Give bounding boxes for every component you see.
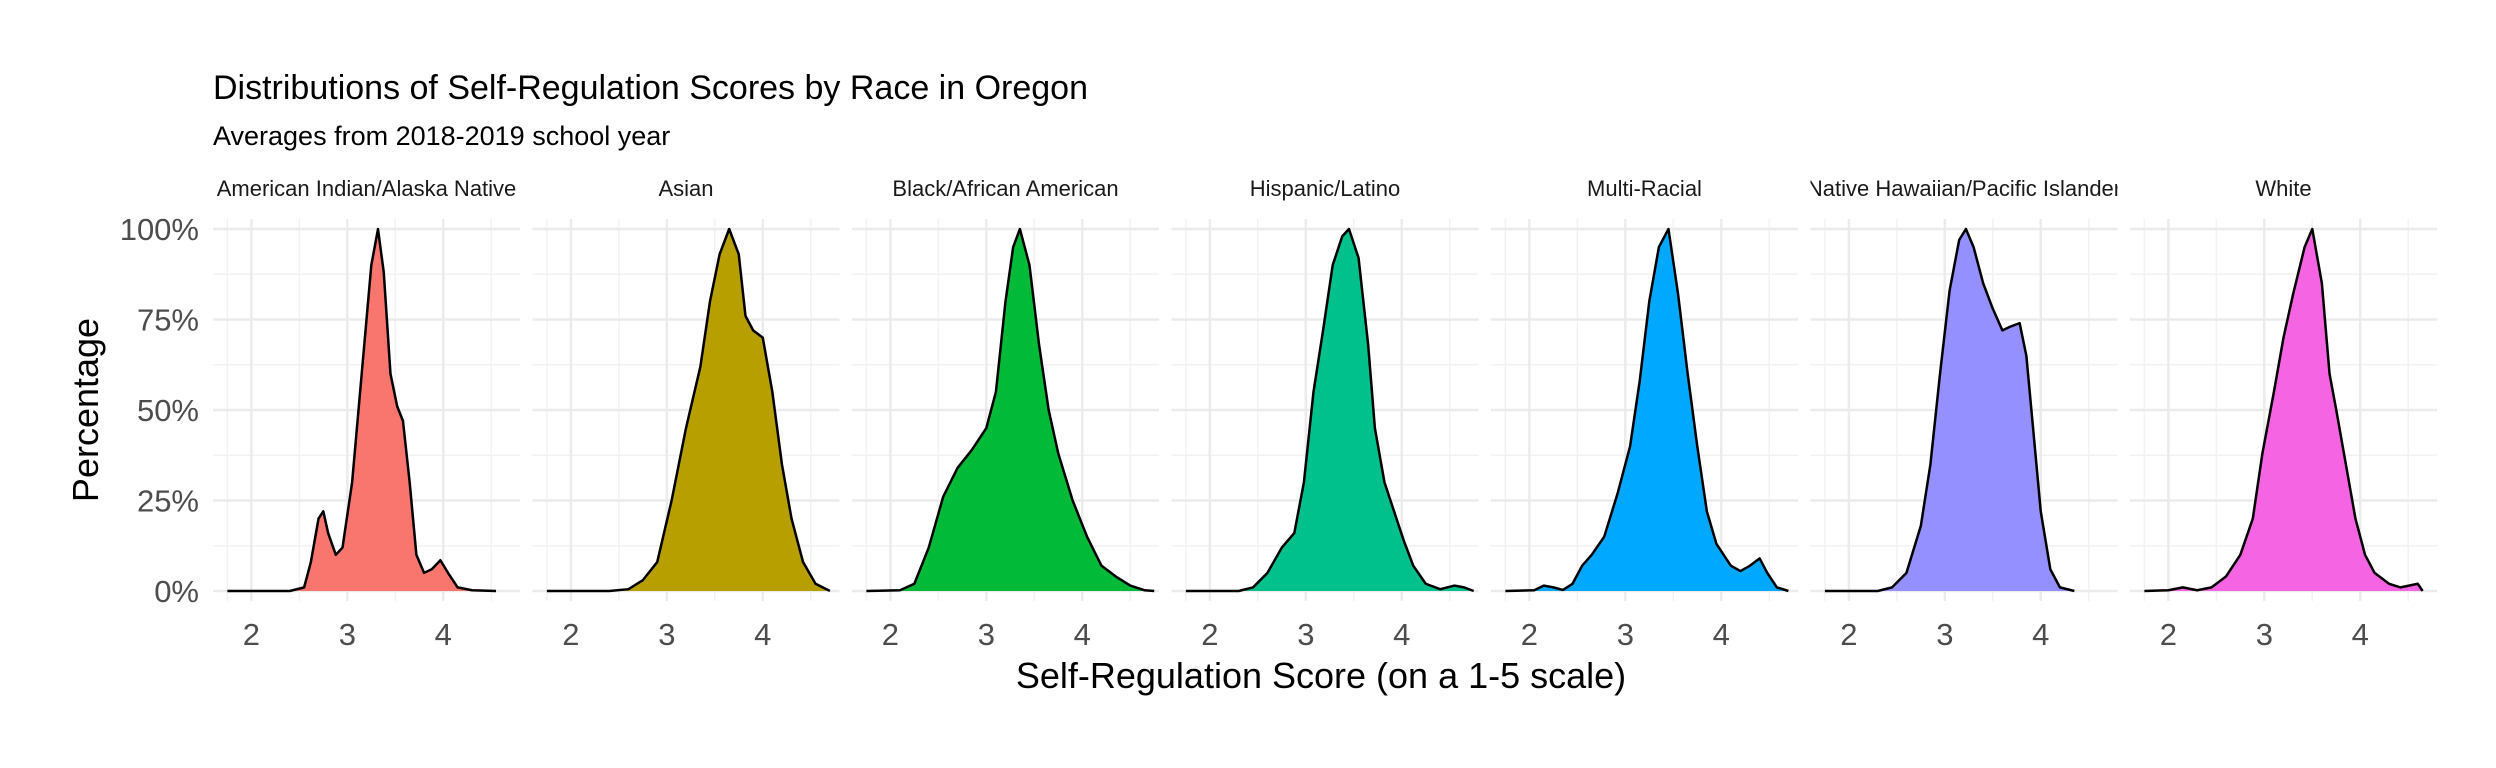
x-tick-label: 4 (1393, 617, 1410, 652)
x-axis-label: Self-Regulation Score (on a 1-5 scale) (1016, 655, 1626, 696)
x-tick-label: 2 (882, 617, 899, 652)
density-area (546, 229, 830, 591)
density-area (866, 229, 1155, 591)
y-tick-label: 50% (137, 393, 199, 428)
chart-subtitle: Averages from 2018-2019 school year (213, 121, 670, 151)
y-tick-label: 0% (154, 574, 199, 609)
facet-panel: Asian 2 3 4 (532, 176, 840, 652)
facet-strip-label: Black/African American (892, 176, 1118, 201)
density-area (1185, 229, 1474, 591)
x-tick-label: 3 (1936, 617, 1953, 652)
facet-strip-label: American Indian/Alaska Native (217, 176, 517, 201)
y-tick-label: 100% (120, 212, 199, 247)
x-tick-label: 2 (243, 617, 260, 652)
facet-panel: Hispanic/Latino 2 3 4 (1171, 176, 1479, 652)
x-tick-label: 2 (1840, 617, 1857, 652)
x-tick-label: 2 (2160, 617, 2177, 652)
facet-strip-label: Multi-Racial (1587, 176, 1702, 201)
x-tick-label: 2 (1201, 617, 1218, 652)
facet-panels: American Indian/Alaska Native 2 3 4 Asian 2 3 4… (213, 176, 2437, 652)
density-outline (2144, 227, 2424, 593)
chart-title: Distributions of Self-Regulation Scores … (213, 69, 1088, 107)
density-area (2144, 229, 2423, 591)
x-tick-label: 4 (435, 617, 452, 652)
facet-panel: Black/African American 2 3 4 (852, 176, 1159, 652)
density-outline (546, 227, 831, 593)
x-tick-label: 4 (754, 617, 771, 652)
facet-strip-label: Asian (658, 176, 713, 201)
density-outline (1824, 227, 2075, 593)
x-tick-label: 3 (658, 617, 675, 652)
facet-panel: Native Hawaiian/Pacific Islander 2 3 4 (1807, 176, 2121, 652)
facet-panel: Multi-Racial 2 3 4 (1491, 176, 1798, 652)
x-tick-label: 3 (978, 617, 995, 652)
facet-panel: White 2 3 4 (2130, 176, 2437, 652)
density-outline (227, 227, 497, 593)
density-area (1505, 229, 1789, 591)
facet-panel: American Indian/Alaska Native 2 3 4 (213, 176, 520, 652)
density-outline (866, 227, 1155, 593)
facet-strip-label: White (2255, 176, 2311, 201)
x-tick-label: 3 (2256, 617, 2273, 652)
facet-strip-label: Native Hawaiian/Pacific Islander (1807, 176, 2121, 201)
y-tick-label: 75% (137, 303, 199, 338)
x-tick-label: 2 (562, 617, 579, 652)
x-tick-label: 4 (2352, 617, 2369, 652)
density-area (227, 229, 497, 591)
density-area (1824, 229, 2075, 591)
x-tick-label: 3 (339, 617, 356, 652)
x-tick-label: 3 (1297, 617, 1314, 652)
density-outline (1505, 227, 1789, 593)
y-axis-label: Percentage (65, 318, 106, 502)
x-tick-label: 4 (1074, 617, 1091, 652)
x-tick-label: 2 (1521, 617, 1538, 652)
x-tick-label: 4 (1713, 617, 1730, 652)
facet-strip-label: Hispanic/Latino (1250, 176, 1400, 201)
x-tick-label: 3 (1617, 617, 1634, 652)
density-outline (1185, 227, 1475, 593)
y-axis-ticks: 0% 25% 50% 75% 100% (120, 212, 199, 609)
x-tick-label: 4 (2032, 617, 2049, 652)
y-tick-label: 25% (137, 484, 199, 519)
